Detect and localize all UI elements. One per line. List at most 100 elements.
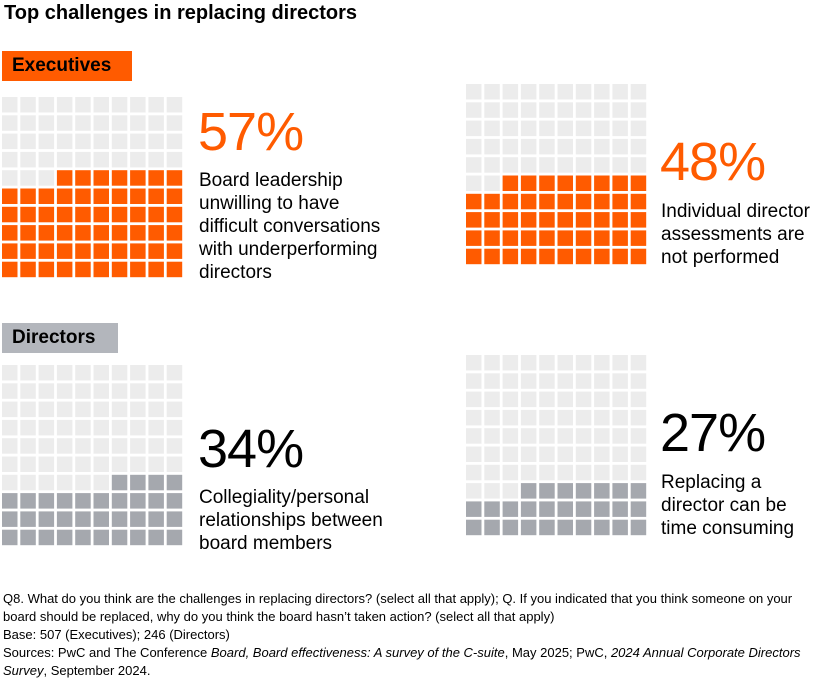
waffle-cell-empty (166, 133, 183, 150)
sources-middle: , May 2025; PwC, (504, 645, 611, 660)
waffle-cell-filled (612, 175, 628, 191)
waffle-cell-filled (20, 511, 36, 527)
waffle-cell-empty (502, 355, 519, 371)
waffle-cell-empty (75, 419, 91, 436)
waffle-cell-empty (148, 133, 164, 150)
waffle-cell-empty (466, 483, 482, 499)
waffle-cell-filled (539, 212, 555, 228)
stat-value-dir-1: 34% (198, 419, 304, 479)
waffle-cell-filled (502, 175, 519, 191)
waffle-cell-empty (484, 355, 500, 371)
waffle-cell-filled (466, 501, 482, 517)
waffle-cell-empty (2, 456, 18, 472)
waffle-cell-empty (575, 446, 592, 462)
waffle-cell-filled (56, 243, 73, 259)
waffle-cell-empty (575, 84, 592, 100)
waffle-cell-empty (2, 170, 18, 186)
waffle-cell-empty (612, 355, 628, 371)
waffle-cell-filled (575, 175, 592, 191)
waffle-cell-empty (594, 391, 610, 408)
waffle-cell-empty (484, 138, 500, 155)
waffle-cell-empty (520, 409, 537, 426)
waffle-cell-empty (20, 474, 36, 491)
waffle-cell-filled (130, 188, 146, 204)
waffle-cell-filled (148, 511, 164, 527)
waffle-cell-empty (166, 438, 183, 454)
waffle-cell-filled (539, 501, 555, 517)
waffle-cell-empty (130, 401, 146, 418)
waffle-cell-empty (2, 97, 18, 113)
waffle-cell-empty (612, 157, 628, 173)
waffle-cell-empty (520, 138, 537, 155)
waffle-cell-filled (539, 230, 555, 246)
waffle-cell-filled (56, 261, 73, 278)
waffle-cell-empty (484, 373, 500, 389)
waffle-cell-empty (539, 373, 555, 389)
waffle-cell-empty (502, 120, 519, 137)
waffle-cell-filled (466, 248, 482, 265)
waffle-cell-empty (20, 170, 36, 186)
description-line: Collegiality/personal (199, 487, 370, 508)
waffle-cell-filled (630, 212, 647, 228)
waffle-cell-empty (575, 391, 592, 408)
waffle-cell-filled (594, 519, 610, 536)
description-line: director can be (661, 495, 787, 516)
waffle-cell-filled (38, 188, 55, 204)
waffle-cell-empty (2, 474, 18, 491)
waffle-cell-empty (93, 365, 109, 381)
waffle-cell-empty (130, 365, 146, 381)
waffle-cell-empty (612, 84, 628, 100)
waffle-cell-empty (56, 419, 73, 436)
description-line: unwilling to have (199, 193, 340, 214)
waffle-cell-empty (502, 446, 519, 462)
waffle-cell-empty (557, 446, 573, 462)
waffle-cell-empty (557, 373, 573, 389)
waffle-cell-empty (56, 151, 73, 168)
waffle-cell-empty (75, 438, 91, 454)
waffle-cell-empty (56, 474, 73, 491)
waffle-cell-empty (539, 355, 555, 371)
waffle-cell-filled (148, 493, 164, 509)
waffle-cell-filled (539, 175, 555, 191)
waffle-cell-filled (594, 230, 610, 246)
waffle-cell-empty (2, 365, 18, 381)
sources-title-2: 2024 Annual Corporate Directors Survey (3, 645, 801, 678)
waffle-cell-filled (520, 248, 537, 265)
waffle-cell-filled (148, 170, 164, 186)
waffle-cell-empty (557, 84, 573, 100)
waffle-cell-filled (502, 248, 519, 265)
waffle-cell-filled (20, 188, 36, 204)
waffle-cell-empty (630, 409, 647, 426)
waffle-cell-filled (111, 511, 128, 527)
waffle-cell-empty (630, 391, 647, 408)
waffle-cell-empty (166, 401, 183, 418)
waffle-cell-empty (594, 84, 610, 100)
waffle-cell-empty (93, 456, 109, 472)
waffle-cell-filled (502, 230, 519, 246)
waffle-cell-filled (539, 519, 555, 536)
waffle-cell-empty (502, 428, 519, 444)
waffle-cell-filled (130, 511, 146, 527)
waffle-cell-empty (93, 133, 109, 150)
waffle-cell-empty (2, 151, 18, 168)
waffle-cell-empty (612, 428, 628, 444)
waffle-cell-filled (484, 248, 500, 265)
waffle-cell-empty (575, 428, 592, 444)
sources-suffix: , September 2024. (43, 663, 151, 678)
waffle-cell-filled (612, 212, 628, 228)
waffle-cell-empty (575, 355, 592, 371)
waffle-cell-empty (56, 401, 73, 418)
waffle-cell-empty (130, 419, 146, 436)
waffle-cell-filled (56, 170, 73, 186)
waffle-cell-filled (166, 243, 183, 259)
waffle-cell-filled (557, 193, 573, 210)
waffle-cell-filled (130, 474, 146, 491)
waffle-cell-filled (557, 501, 573, 517)
waffle-cell-filled (612, 501, 628, 517)
waffle-cell-empty (466, 428, 482, 444)
waffle-cell-filled (612, 519, 628, 536)
waffle-cell-empty (520, 373, 537, 389)
waffle-cell-filled (520, 501, 537, 517)
waffle-cell-empty (594, 464, 610, 481)
waffle-cell-filled (93, 225, 109, 241)
